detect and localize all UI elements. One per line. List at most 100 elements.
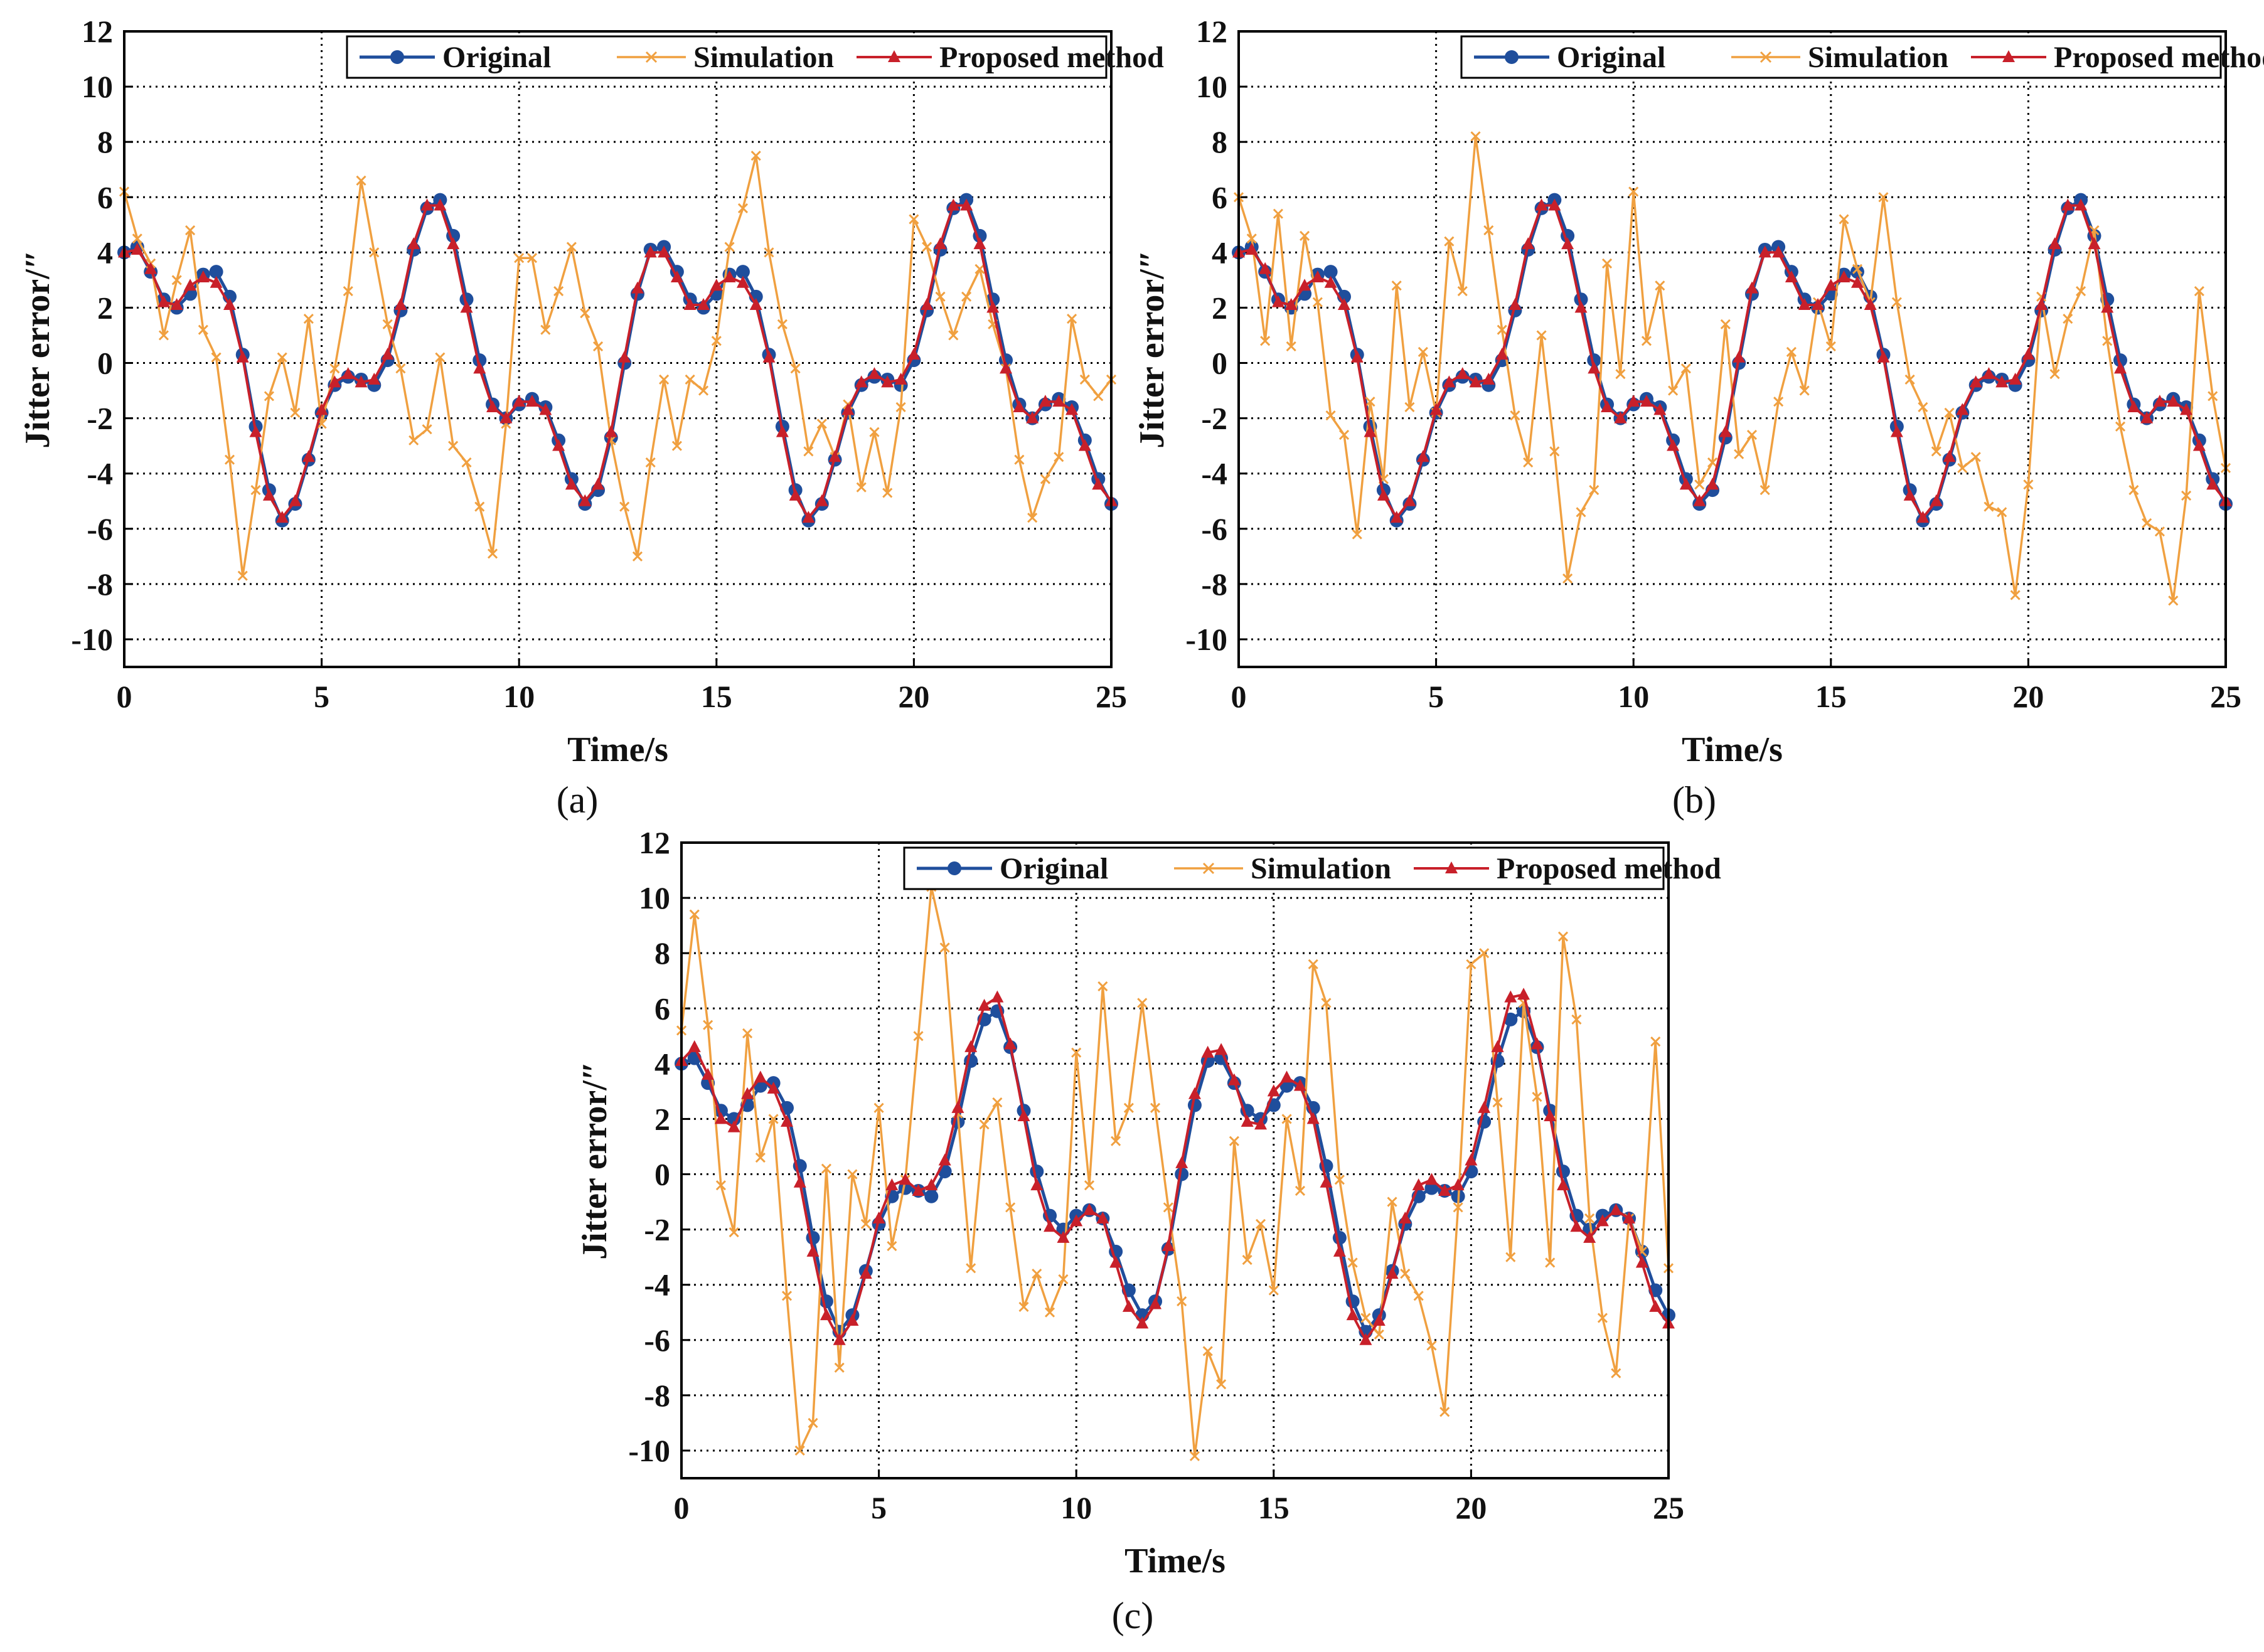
data-point-proposed [776,425,789,437]
data-point-proposed [1982,367,1995,380]
y-tick-label: 8 [97,124,113,159]
marker-stroke [1773,397,1784,407]
data-point-proposed [802,511,815,523]
marker-stroke [2049,369,2060,380]
data-point-proposed [1324,275,1337,288]
marker-stroke [2181,490,2192,501]
data-point-proposed [1443,375,1456,388]
marker-stroke [2102,336,2113,346]
data-point-simulation [1680,363,1691,374]
data-point-simulation [1040,474,1050,484]
marker-stroke [1479,948,1490,959]
marker-stroke [1338,429,1350,440]
marker-stroke [540,324,551,335]
marker-stroke [1957,462,1968,473]
data-point-proposed [447,237,460,250]
data-point-proposed [1596,1214,1609,1227]
data-point-simulation [171,275,182,285]
y-tick-label: 10 [639,880,670,915]
data-point-proposed [2192,439,2206,451]
data-point-proposed [2127,400,2140,412]
data-point-simulation [948,330,959,341]
marker-stroke [1557,931,1569,942]
y-tick-label: -4 [644,1267,670,1303]
marker-stroke [1611,1368,1621,1378]
data-point-simulation [1281,1114,1292,1124]
data-point-simulation [834,1362,845,1373]
marker-stroke [1097,981,1108,992]
data-point-simulation [237,570,248,581]
data-point-original [1323,265,1338,279]
marker-stroke [1334,1175,1345,1185]
data-point-simulation [724,242,735,252]
data-point-proposed [820,1308,833,1321]
legend-box [903,846,1665,890]
data-point-proposed [885,1178,899,1191]
marker-stroke [922,242,932,252]
data-point-proposed [2009,372,2022,385]
marker-stroke [553,285,564,297]
marker-stroke [1589,485,1599,496]
data-point-original [806,1230,820,1245]
data-point-simulation [887,1240,897,1252]
marker-stroke [1084,1180,1095,1191]
data-point-proposed [868,367,881,380]
marker-stroke [1453,1202,1463,1213]
legend-label: Proposed method [939,41,1164,74]
marker-stroke [1597,1313,1608,1323]
data-point-proposed [1346,1308,1359,1321]
data-point-simulation [1483,225,1494,236]
y-tick-label: 0 [654,1157,670,1192]
data-point-proposed [1758,245,1771,258]
marker-stroke [264,391,274,402]
chart-panel-b: 0 5 10 15 20 25 -10 -8 -6 -4 -2 0 2 4 6 8 10 12 Original Si… [1133,14,2264,821]
marker-stroke [1242,1254,1252,1266]
data-point-simulation [935,291,946,302]
marker-stroke [1799,385,1810,396]
data-point-simulation [1338,429,1350,440]
data-point-simulation [703,1020,713,1030]
marker-stroke [316,418,327,429]
data-point-proposed [1377,488,1390,501]
data-point-proposed [275,511,289,523]
data-point-simulation [1177,1296,1187,1307]
y-tick-label: 2 [1212,290,1227,325]
series-line-simulation [680,885,1670,1457]
data-point-simulation [1391,280,1402,291]
marker-stroke [860,1218,871,1229]
data-point-simulation [2181,490,2192,501]
data-point-proposed [328,375,341,388]
marker-stroke [2128,485,2139,496]
data-point-proposed [2206,477,2219,490]
marker-stroke [724,242,735,252]
data-point-simulation [1111,1136,1121,1146]
data-point-simulation [1242,1254,1252,1266]
marker-stroke [369,247,380,258]
y-tick-label: -6 [1201,511,1227,546]
data-point-proposed [1574,301,1588,313]
data-point-original [735,265,750,279]
marker-stroke [1970,452,1981,462]
data-point-simulation [185,225,196,236]
marker-stroke [2063,313,2073,324]
y-tick-label: 0 [97,346,113,381]
data-point-simulation [1418,346,1428,357]
data-point-simulation [448,440,459,451]
marker-stroke [790,363,801,374]
data-point-proposed [881,375,894,388]
marker-stroke [1694,479,1705,490]
data-point-simulation [1150,1102,1161,1113]
data-point-simulation [290,407,301,418]
data-point-proposed [1864,298,1877,311]
marker-stroke [1032,1269,1042,1279]
data-point-proposed [1601,400,1614,412]
data-point-simulation [768,1114,779,1124]
marker-stroke [356,175,366,186]
data-point-simulation [1044,1307,1055,1318]
data-point-proposed [1995,375,2009,388]
data-point-proposed [144,262,158,274]
data-point-proposed [394,298,407,311]
y-tick-label: 6 [1212,179,1227,215]
data-point-proposed [899,1173,912,1185]
data-point-proposed [947,198,960,211]
